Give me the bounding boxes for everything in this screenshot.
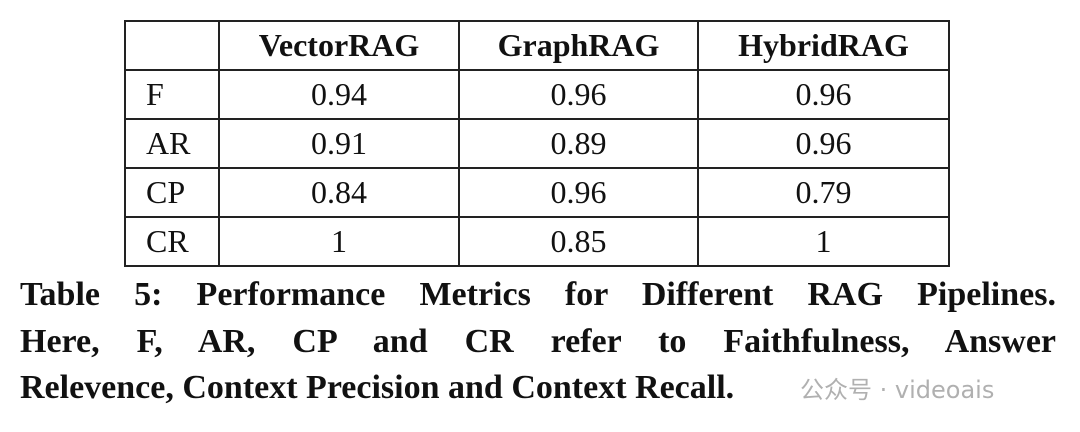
table-row: CP 0.84 0.96 0.79 (124, 167, 950, 218)
column-header: HybridRAG (697, 20, 950, 71)
caption: Table 5: Performance Metrics for Differe… (20, 272, 1056, 412)
row-label: CR (124, 216, 220, 267)
row-label: AR (124, 118, 220, 169)
cell: 1 (218, 216, 460, 267)
cell: 0.85 (458, 216, 699, 267)
metrics-table: VectorRAG GraphRAG HybridRAG F 0.94 0.96 0.96… (124, 20, 950, 267)
cell: 0.96 (697, 69, 950, 120)
column-header: GraphRAG (458, 20, 699, 71)
cell: 0.96 (458, 69, 699, 120)
column-header (124, 20, 220, 71)
caption-line: Relevence, Context Precision and Context… (20, 369, 735, 406)
table-row: AR 0.91 0.89 0.96 (124, 118, 950, 169)
cell: 0.89 (458, 118, 699, 169)
cell: 0.96 (458, 167, 699, 218)
cell: 0.84 (218, 167, 460, 218)
column-header: VectorRAG (218, 20, 460, 71)
watermark: 公众号 · videoais (800, 376, 995, 404)
cell: 1 (697, 216, 950, 267)
row-label: CP (124, 167, 220, 218)
caption-line: Here, F, AR, CP and CR refer to Faithful… (20, 322, 1056, 360)
cell: 0.79 (697, 167, 950, 218)
table-body: F 0.94 0.96 0.96 AR 0.91 0.89 0.96 CP 0.84 0.96 0.7… (124, 69, 950, 267)
row-label: F (124, 69, 220, 120)
table-row: CR 1 0.85 1 (124, 216, 950, 267)
cell: 0.96 (697, 118, 950, 169)
table-row: F 0.94 0.96 0.96 (124, 69, 950, 120)
cell: 0.91 (218, 118, 460, 169)
header-row: VectorRAG GraphRAG HybridRAG (124, 20, 950, 71)
cell: 0.94 (218, 69, 460, 120)
caption-line: Table 5: Performance Metrics for Differe… (20, 276, 1056, 313)
